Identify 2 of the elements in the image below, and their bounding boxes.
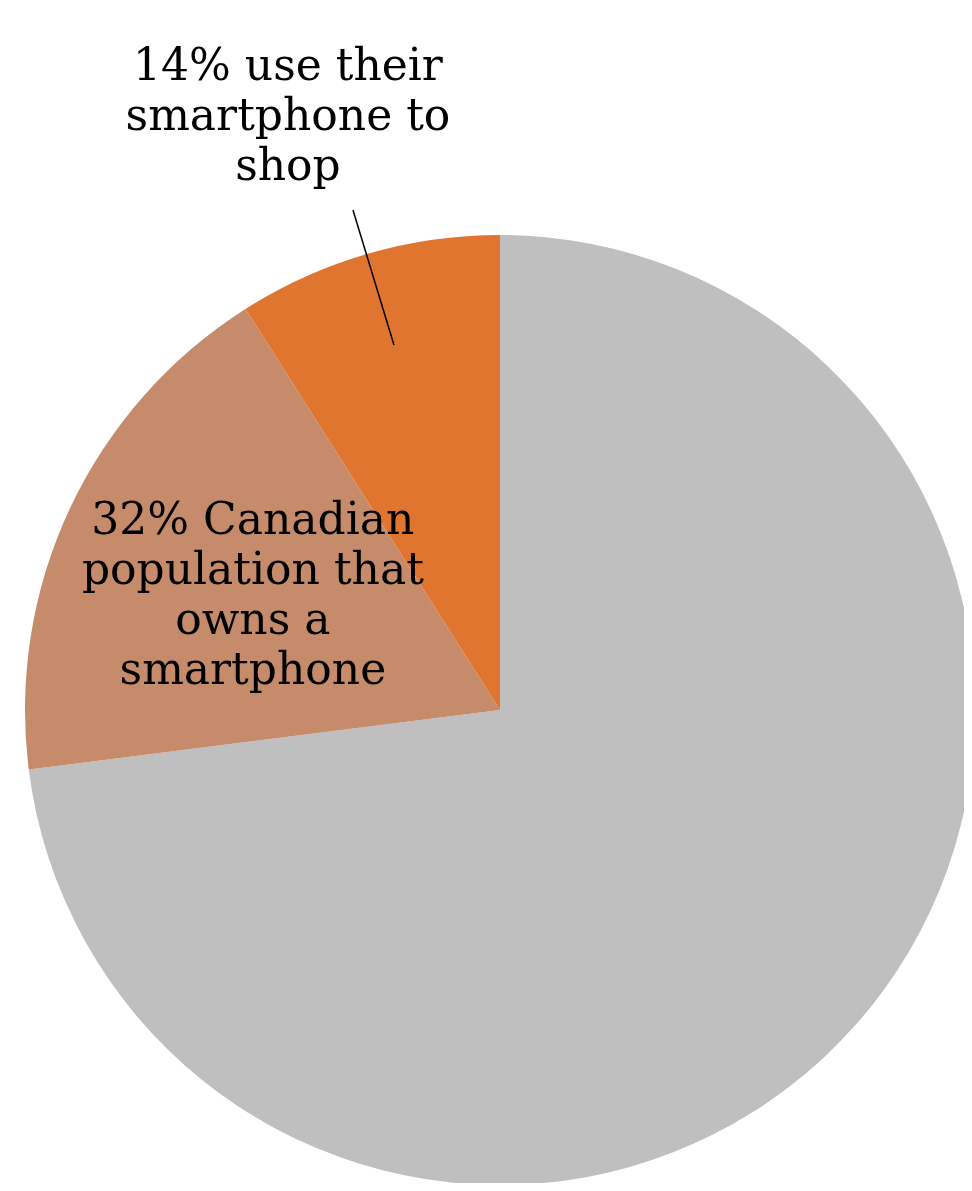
slice-label: 14% use their smartphone to shop (125, 39, 451, 190)
slice-label: 32% Canadian population that owns a smartphone (81, 493, 425, 695)
